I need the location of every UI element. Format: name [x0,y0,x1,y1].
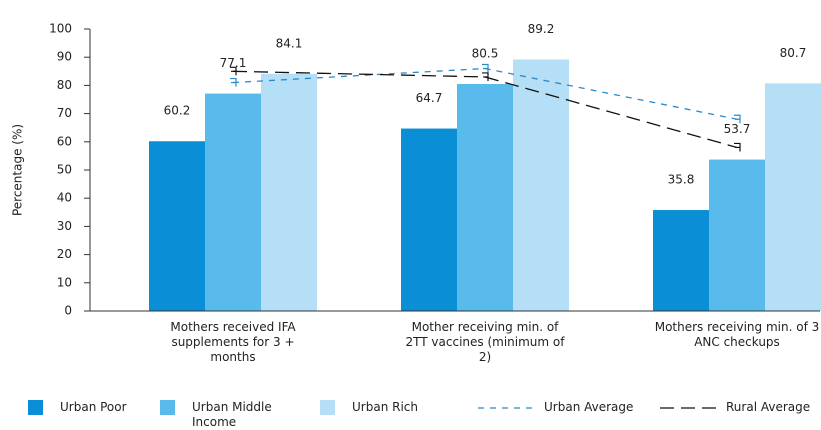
marker [482,72,489,81]
bar [709,159,765,311]
y-tick-label: 10 [57,275,72,289]
legend-swatch [28,400,43,415]
legend-label: Urban Middle Income [192,400,272,429]
y-tick-label: 50 [57,163,72,177]
marker [230,77,237,87]
value-label: 53.7 [724,122,751,136]
legend-label: Urban Poor [60,400,127,414]
bar [261,73,317,311]
value-label: 60.2 [164,104,191,118]
value-label: 89.2 [528,22,555,36]
value-label: 80.5 [472,46,499,60]
legend-swatch [320,400,335,415]
bar [765,83,821,312]
x-tick-label: Mothers receiving min. of 3 ANC checkups [654,320,820,349]
x-tick-label: Mother receiving min. of 2TT vaccines (m… [405,320,565,364]
bar [653,210,709,311]
y-tick-label: 40 [57,191,72,205]
y-tick-label: 70 [57,106,72,120]
value-label: 64.7 [416,91,443,105]
y-tick-label: 60 [57,134,72,148]
y-tick-label: 100 [49,22,72,36]
value-label: 77.1 [220,56,247,70]
legend-label: Urban Average [544,400,634,414]
y-tick-label: 30 [57,219,72,233]
legend-label: Rural Average [726,400,811,414]
y-tick-label: 80 [57,78,72,92]
marker [734,142,741,152]
legend-swatch [160,400,175,415]
marker [734,114,741,124]
bar [205,93,261,311]
bar [457,83,513,312]
bar [513,59,569,312]
marker [482,63,489,73]
y-axis-label: Percentage (%) [11,124,25,216]
y-tick-label: 20 [57,247,72,261]
bar [401,128,457,311]
value-label: 84.1 [276,36,303,50]
bar [149,141,205,311]
y-tick-label: 90 [57,50,72,64]
value-label: 35.8 [668,173,695,187]
legend-label: Urban Rich [352,400,418,414]
x-tick-label: Mothers received IFA supplements for 3 +… [170,320,296,364]
y-tick-label: 0 [64,304,72,318]
value-label: 80.7 [780,46,807,60]
marker [230,66,237,76]
